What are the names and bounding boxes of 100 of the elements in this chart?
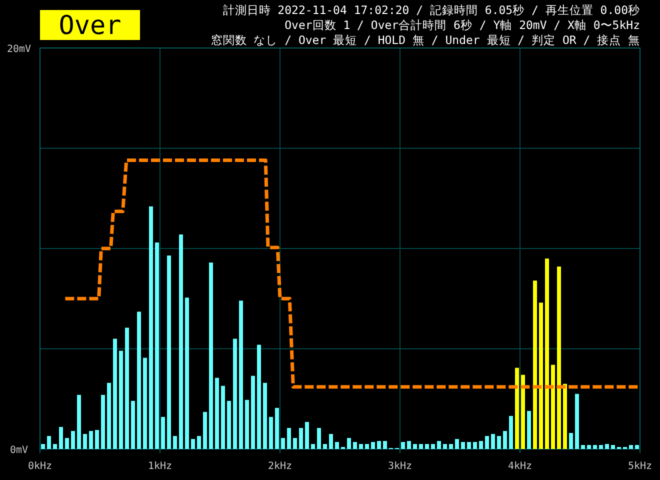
- bar: [299, 428, 303, 449]
- bar: [107, 382, 111, 449]
- bar: [137, 312, 141, 449]
- bar: [77, 394, 81, 449]
- x-tick-label: 1kHz: [148, 461, 172, 472]
- bar: [167, 256, 171, 449]
- bar: [467, 442, 471, 449]
- bar: [203, 412, 207, 449]
- bar: [449, 444, 453, 449]
- bar: [173, 436, 177, 449]
- bar: [629, 444, 633, 449]
- bar: [437, 440, 441, 449]
- bar: [509, 416, 513, 449]
- bar: [53, 444, 57, 449]
- bar: [221, 386, 225, 449]
- bar: [593, 444, 597, 449]
- bar: [413, 444, 417, 449]
- bar: [263, 382, 267, 449]
- bar: [515, 368, 519, 449]
- bar: [227, 400, 231, 449]
- bar: [563, 384, 567, 449]
- bar: [491, 434, 495, 449]
- bar: [335, 442, 339, 449]
- bar: [455, 438, 459, 449]
- bar: [113, 338, 117, 449]
- bar: [305, 422, 309, 449]
- bar: [539, 302, 543, 449]
- bar: [371, 442, 375, 449]
- bar: [461, 442, 465, 449]
- title: Over: [40, 10, 140, 41]
- bar: [599, 444, 603, 449]
- bar: [41, 444, 45, 449]
- bar: [197, 436, 201, 449]
- bar: [635, 444, 639, 449]
- bar: [89, 430, 93, 449]
- bar: [251, 376, 255, 449]
- bar: [533, 280, 537, 449]
- bar: [365, 444, 369, 449]
- x-tick-label: 4kHz: [508, 461, 532, 472]
- bar: [383, 440, 387, 449]
- bar: [569, 432, 573, 449]
- x-tick-label: 0kHz: [28, 461, 52, 472]
- bar: [47, 436, 51, 449]
- text: 計測日時 2022-11-04 17:02:20 / 記録時間 6.05秒 / 再生位置 0.00秒: [222, 3, 640, 17]
- bar: [239, 300, 243, 449]
- bar: [65, 438, 69, 449]
- bar: [191, 438, 195, 449]
- bar: [119, 350, 123, 449]
- bar: [185, 298, 189, 449]
- bar: [503, 430, 507, 449]
- bar: [257, 344, 261, 449]
- bar: [353, 442, 357, 449]
- bar: [275, 408, 279, 449]
- bar: [401, 442, 405, 449]
- bar: [101, 394, 105, 449]
- bar: [161, 416, 165, 449]
- text: 窓関数 なし / Over 最短 / HOLD 無 / Under 最短 / 判定 OR / 接点 無: [210, 33, 640, 47]
- text: Over回数 1 / Over合計時間 6秒 / Y軸 20mV / X軸 0〜5kHz: [284, 18, 640, 32]
- bar: [527, 410, 531, 449]
- bar: [497, 436, 501, 449]
- bar: [71, 430, 75, 449]
- bar: [215, 378, 219, 449]
- bar: [347, 438, 351, 449]
- bar: [293, 438, 297, 449]
- bar: [425, 444, 429, 449]
- bar: [485, 436, 489, 449]
- x-tick-label: 2kHz: [268, 461, 292, 472]
- bar: [473, 442, 477, 449]
- bar: [581, 444, 585, 449]
- bar: [233, 338, 237, 449]
- bar: [311, 444, 315, 449]
- bar: [377, 440, 381, 449]
- bar: [149, 206, 153, 449]
- bar: [281, 438, 285, 449]
- bar: [155, 242, 159, 449]
- bar: [605, 444, 609, 449]
- bar: [443, 444, 447, 449]
- y-tick-label: 0mV: [10, 445, 28, 456]
- bar: [143, 358, 147, 449]
- bar: [431, 444, 435, 449]
- bar: [551, 364, 555, 449]
- bar: [317, 428, 321, 449]
- bar: [521, 374, 525, 449]
- y-tick-label: 20mV: [6, 44, 32, 55]
- bar: [575, 394, 579, 449]
- chart-title: Over: [58, 11, 122, 41]
- bar: [131, 400, 135, 449]
- bar: [479, 440, 483, 449]
- bar: [269, 416, 273, 449]
- x-tick-label: 5kHz: [628, 461, 652, 472]
- bar: [419, 444, 423, 449]
- bar: [95, 430, 99, 449]
- bar: [407, 440, 411, 449]
- bar: [329, 434, 333, 449]
- bar: [179, 234, 183, 449]
- bar: [245, 400, 249, 449]
- bar: [323, 444, 327, 449]
- bar: [83, 434, 87, 449]
- bar: [587, 444, 591, 449]
- bar: [287, 428, 291, 449]
